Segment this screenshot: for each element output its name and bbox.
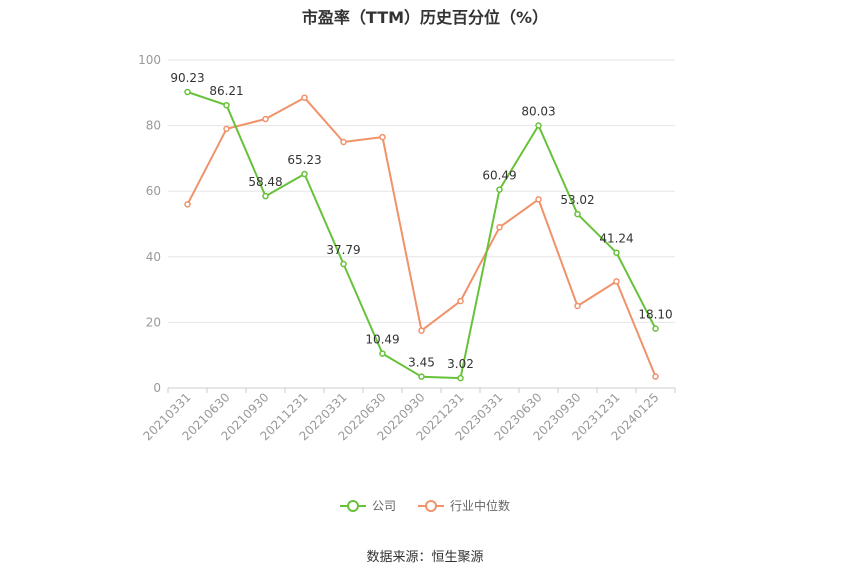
data-point-0[interactable] <box>574 210 581 218</box>
y-tick-label: 80 <box>146 119 161 133</box>
data-point-1[interactable] <box>652 373 659 380</box>
data-label: 86.21 <box>209 84 243 98</box>
data-label: 10.49 <box>365 333 399 347</box>
data-point-1[interactable] <box>379 133 386 141</box>
data-label: 90.23 <box>170 71 204 85</box>
data-point-0[interactable] <box>340 260 347 268</box>
y-axis: 0 20 40 60 80 100 <box>138 53 161 395</box>
data-point-1[interactable] <box>340 138 347 146</box>
data-point-0[interactable] <box>457 374 464 382</box>
data-point-1[interactable] <box>184 201 191 208</box>
x-axis: 2021033120210630202109302021123120220331… <box>141 387 676 443</box>
data-point-1[interactable] <box>535 196 542 203</box>
data-point-0[interactable] <box>652 325 659 332</box>
data-label: 37.79 <box>326 243 360 257</box>
data-label: 65.23 <box>287 153 321 167</box>
data-point-0[interactable] <box>184 88 191 96</box>
series-layer <box>184 88 659 382</box>
line-chart: 0 20 40 60 80 100 202103312021063020210930202… <box>138 53 676 443</box>
data-point-1[interactable] <box>262 115 269 123</box>
data-point-0[interactable] <box>496 186 503 193</box>
data-label: 3.02 <box>447 357 474 371</box>
y-tick-label: 100 <box>138 53 161 67</box>
y-tick-label: 40 <box>146 250 161 264</box>
data-point-1[interactable] <box>574 302 581 310</box>
legend-label-company: 公司 <box>371 499 396 513</box>
data-point-1[interactable] <box>418 327 425 334</box>
data-label: 80.03 <box>521 105 555 119</box>
series-line-0 <box>187 91 657 380</box>
chart-title: 市盈率（TTM）历史百分位（%） <box>301 8 549 27</box>
legend: 公司 行业中位数 <box>0 497 850 514</box>
data-point-0[interactable] <box>535 122 542 129</box>
legend-item-industry-median[interactable]: 行业中位数 <box>418 497 510 514</box>
grid-lines <box>168 59 675 323</box>
data-label: 18.10 <box>638 308 672 322</box>
data-point-0[interactable] <box>613 249 620 256</box>
data-label: 60.49 <box>482 169 516 183</box>
data-point-0[interactable] <box>379 350 386 357</box>
data-point-1[interactable] <box>613 278 620 285</box>
data-point-0[interactable] <box>262 192 269 200</box>
data-labels: 90.23 86.21 58.48 65.23 37.79 10.49 3.45 3.02 60… <box>170 71 672 371</box>
legend-swatch-industry-median <box>418 499 444 513</box>
data-point-1[interactable] <box>223 125 230 133</box>
data-label: 53.02 <box>560 193 594 207</box>
data-point-0[interactable] <box>301 170 308 178</box>
data-point-1[interactable] <box>457 297 464 305</box>
data-point-1[interactable] <box>496 224 503 231</box>
data-label: 41.24 <box>599 232 633 246</box>
y-tick-label: 20 <box>146 315 161 329</box>
data-label: 3.45 <box>408 356 435 370</box>
legend-label-industry-median: 行业中位数 <box>450 499 511 513</box>
data-source: 数据来源：恒生聚源 <box>366 550 484 565</box>
data-point-0[interactable] <box>418 373 425 380</box>
legend-swatch-company <box>339 499 366 513</box>
series-line-1 <box>186 96 657 377</box>
data-point-0[interactable] <box>223 101 230 109</box>
y-tick-label: 60 <box>146 184 161 198</box>
data-point-1[interactable] <box>301 94 308 101</box>
legend-item-company[interactable]: 公司 <box>339 497 396 514</box>
data-label: 58.48 <box>248 175 282 189</box>
y-tick-label: 0 <box>153 381 161 395</box>
